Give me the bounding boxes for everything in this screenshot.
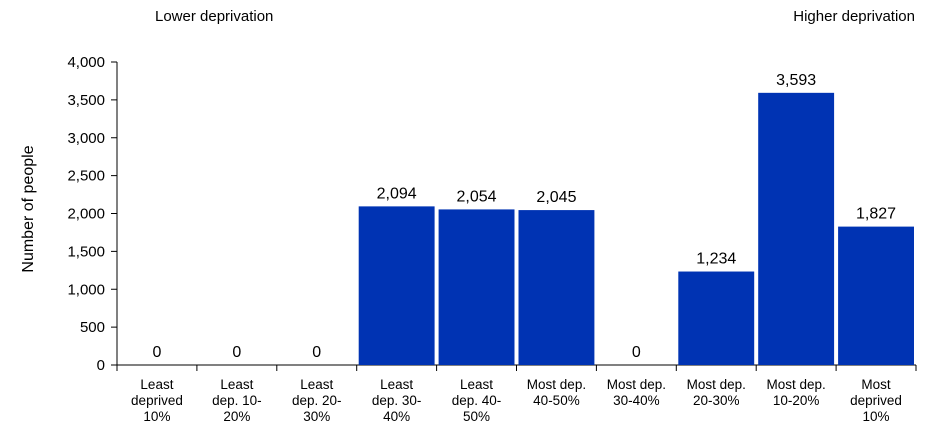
y-tick-label: 1,000 bbox=[67, 281, 105, 298]
bar bbox=[678, 271, 755, 365]
higher-deprivation-note: Higher deprivation bbox=[793, 8, 915, 25]
x-tick-label: Most deprived 10% bbox=[850, 377, 902, 424]
bars: 0 0 0 2,094 2,054 2,045 0 1,234 3,593 1,827 bbox=[152, 72, 914, 365]
y-tick-label: 3,000 bbox=[67, 130, 105, 147]
x-tick-label: Least dep. 20-30% bbox=[292, 377, 342, 424]
bar bbox=[438, 209, 515, 365]
y-axis-label: Number of people bbox=[20, 145, 37, 272]
bar bbox=[758, 92, 835, 365]
x-tick-label: Least dep. 10-20% bbox=[212, 377, 262, 424]
bar-value-label: 0 bbox=[232, 344, 241, 361]
x-tick-label: Least dep. 30-40% bbox=[372, 377, 422, 424]
x-tick-label: Most dep. 40-50% bbox=[527, 377, 586, 408]
bar bbox=[518, 210, 595, 365]
y-tick-label: 2,500 bbox=[67, 168, 105, 185]
y-axis: 0 500 1,000 1,500 2,000 2,500 3,000 3,500 4,000 bbox=[67, 54, 118, 374]
x-axis: Least deprived 10% Least dep. 10-20% Least dep… bbox=[116, 364, 917, 424]
x-tick-label: Most dep. 20-30% bbox=[687, 377, 746, 408]
x-tick-label: Least deprived 10% bbox=[131, 377, 183, 424]
bar bbox=[358, 206, 435, 365]
bar-value-label: 2,045 bbox=[536, 189, 576, 206]
bar-value-label: 0 bbox=[312, 344, 321, 361]
lower-deprivation-note: Lower deprivation bbox=[155, 8, 274, 25]
bar-value-label: 2,054 bbox=[457, 188, 497, 205]
bar-value-label: 3,593 bbox=[776, 72, 816, 89]
bar-value-label: 0 bbox=[632, 344, 641, 361]
y-tick-label: 4,000 bbox=[67, 54, 105, 71]
y-tick-label: 2,000 bbox=[67, 206, 105, 223]
y-tick-label: 500 bbox=[80, 319, 105, 336]
x-tick-label: Most dep. 30-40% bbox=[607, 377, 666, 408]
y-tick-label: 0 bbox=[97, 357, 105, 374]
x-tick-label: Most dep. 10-20% bbox=[767, 377, 826, 408]
bar-value-label: 1,234 bbox=[696, 251, 736, 268]
x-tick-label: Least dep. 40-50% bbox=[452, 377, 502, 424]
bar-value-label: 0 bbox=[152, 344, 161, 361]
y-tick-label: 3,500 bbox=[67, 92, 105, 109]
y-tick-label: 1,500 bbox=[67, 243, 105, 260]
bar-value-label: 2,094 bbox=[377, 185, 417, 202]
bar bbox=[838, 226, 914, 365]
bar-value-label: 1,827 bbox=[856, 206, 896, 223]
